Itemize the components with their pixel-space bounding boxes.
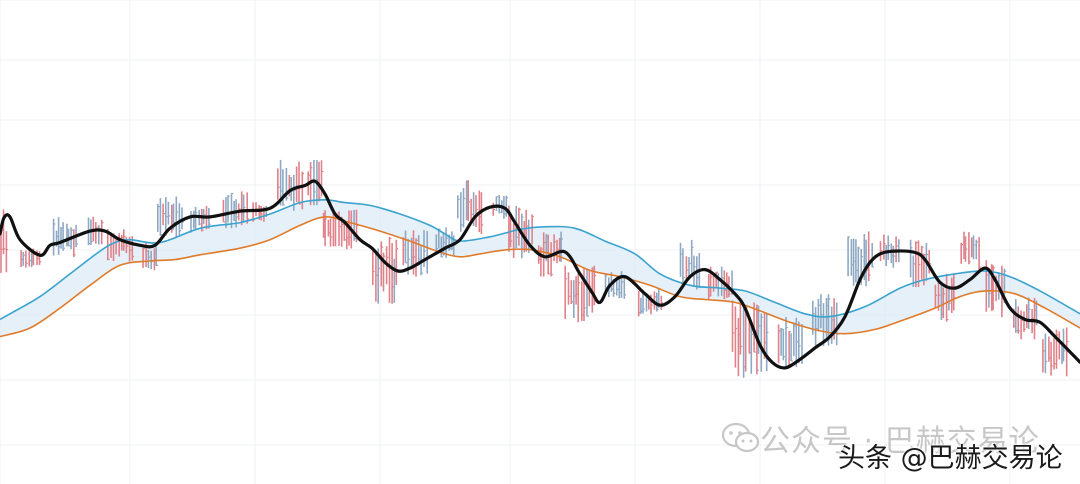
wechat-watermark: 公众号 · 巴赫交易论 [722, 420, 1040, 459]
ma-band-fill [0, 199, 1080, 337]
upper-band-line [0, 198, 1080, 321]
fast-ma-line [0, 179, 1080, 370]
lower-band-line [0, 216, 1080, 338]
wechat-watermark-text: 公众号 · 巴赫交易论 [760, 424, 1040, 459]
wechat-icon [722, 422, 760, 453]
toutiao-watermark-text: 头条 @巴赫交易论 [838, 443, 1063, 474]
